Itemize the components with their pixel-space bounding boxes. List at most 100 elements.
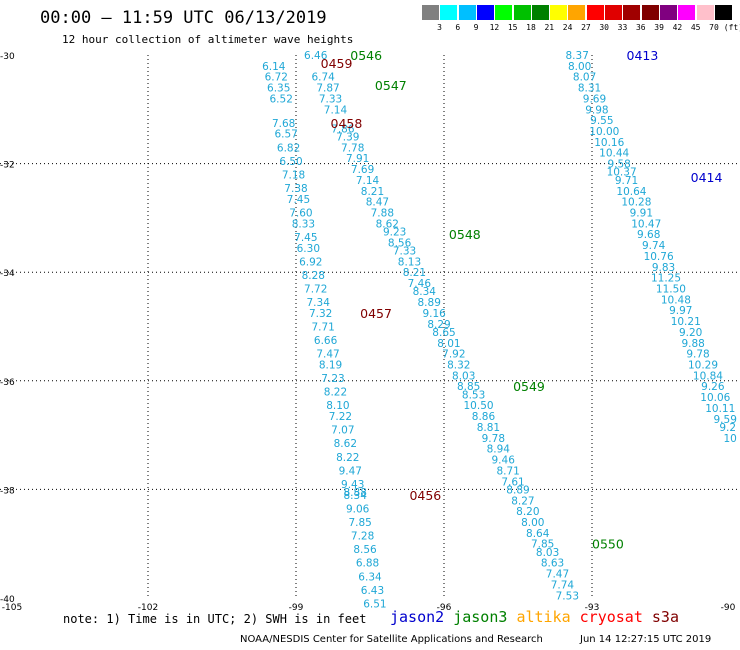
scale-swatch — [586, 5, 604, 20]
track-time-label: 0550 — [592, 537, 624, 552]
wave-height-label: 7.92 — [442, 349, 465, 361]
wave-height-label: 8.22 — [336, 452, 359, 464]
scale-label: 70 — [709, 23, 719, 32]
scale-label: 12 — [489, 23, 500, 32]
wave-height-label: 6.43 — [361, 585, 384, 597]
wave-height-label: 6.51 — [363, 598, 386, 610]
wave-height-label: 9.74 — [642, 240, 666, 252]
wave-height-label: 9.68 — [637, 229, 660, 241]
track-time-label: 0459 — [321, 56, 353, 71]
wave-height-label: 8.20 — [516, 506, 539, 518]
wave-height-label: 10.29 — [688, 360, 718, 372]
scale-swatch — [440, 5, 458, 20]
lon-tick-label: -96 — [437, 603, 452, 613]
track-time-label: 0456 — [409, 488, 441, 503]
wave-height-label: 7.32 — [309, 308, 332, 320]
scale-label: 3 — [437, 23, 442, 32]
track-time-label: 0457 — [360, 306, 392, 321]
wave-height-label: 6.34 — [358, 571, 382, 583]
wave-height-label: 8.85 — [457, 381, 480, 393]
wave-height-label: 6.92 — [299, 256, 322, 268]
scale-swatch — [550, 5, 568, 20]
wave-height-label: 9.97 — [669, 305, 692, 317]
lat-tick-label: -32 — [0, 161, 15, 171]
wave-height-label: 8.00 — [568, 61, 591, 73]
wave-height-label: 7.78 — [341, 142, 364, 154]
wave-height-label: 7.33 — [319, 93, 342, 105]
wave-height-label: 6.50 — [279, 156, 302, 168]
wave-height-label: 6.30 — [297, 243, 320, 255]
wave-height-label: 9.26 — [701, 381, 725, 393]
wave-height-label: 7.85 — [348, 517, 371, 529]
wave-height-label: 10.21 — [671, 316, 701, 328]
wave-height-label: 10.84 — [693, 370, 723, 382]
wave-height-label: 8.10 — [326, 400, 349, 412]
wave-height-label: 8.86 — [472, 411, 496, 423]
wave-height-label: 10.47 — [631, 218, 661, 230]
wave-height-label: 9.23 — [383, 226, 406, 238]
satellite-legend: jason2 jason3 altika cryosat s3a — [390, 608, 679, 626]
footer-credit: NOAA/NESDIS Center for Satellite Applica… — [240, 634, 543, 645]
lat-tick-label: -30 — [0, 52, 15, 62]
scale-label: 42 — [672, 23, 683, 32]
wave-height-label: 7.46 — [408, 278, 432, 290]
wave-height-label: 6.46 — [304, 50, 328, 62]
wave-height-label: 7.71 — [311, 322, 334, 334]
lon-tick-label: -90 — [721, 603, 736, 613]
lon-tick-label: -105 — [2, 603, 22, 613]
wave-height-label: 9.20 — [679, 327, 702, 339]
wave-height-label: 8.63 — [541, 558, 564, 570]
wave-height-label: 8.53 — [462, 389, 485, 401]
wave-height-label: 9.71 — [615, 175, 638, 187]
wave-height-label: 8.37 — [566, 50, 589, 62]
wave-height-label: 7.38 — [284, 183, 307, 195]
wave-height-label: 6.57 — [274, 129, 297, 141]
wave-height-label: 7.39 — [336, 131, 359, 143]
wave-height-label: 8.03 — [536, 547, 559, 559]
wave-height-label: 8.94 — [487, 444, 511, 456]
page-title: 00:00 – 11:59 UTC 06/13/2019 — [40, 8, 327, 28]
lat-tick-label: -36 — [0, 378, 15, 388]
wave-height-label: 7.86 — [331, 123, 355, 135]
wave-height-label: 6.35 — [267, 83, 290, 95]
scale-swatch — [714, 5, 732, 20]
wave-height-label: 7.72 — [304, 283, 327, 295]
wave-height-label: 10.50 — [464, 400, 494, 412]
wave-height-label: 8.89 — [506, 484, 529, 496]
wave-height-label: 7.68 — [272, 118, 295, 130]
wave-height-label: 9.78 — [482, 433, 505, 445]
scale-swatch — [678, 5, 696, 20]
scale-label: 27 — [581, 23, 591, 32]
wave-height-label: 7.23 — [321, 373, 344, 385]
wave-height-label: 8.27 — [511, 495, 534, 507]
lat-tick-label: -38 — [0, 486, 15, 496]
legend-altika: altika — [516, 608, 580, 626]
wave-height-label: 8.34 — [344, 490, 368, 502]
wave-height-label: 7.87 — [316, 83, 339, 95]
wave-height-label: 10.64 — [616, 186, 646, 198]
wave-height-label: 7.33 — [393, 245, 416, 257]
scale-swatch — [513, 5, 531, 20]
wave-height-label: 8.88 — [344, 487, 367, 499]
lat-tick-label: -34 — [0, 269, 15, 279]
wave-height-label: 9.58 — [607, 159, 630, 171]
wave-height-label: 7.22 — [329, 411, 352, 423]
wave-height-label: 7.74 — [551, 579, 575, 591]
wave-height-label: 6.72 — [265, 72, 288, 84]
wave-height-label: 9.06 — [346, 503, 370, 515]
wave-height-label: 7.53 — [556, 590, 579, 602]
wave-height-label: 8.31 — [578, 83, 601, 95]
track-time-label: 0549 — [513, 379, 545, 394]
wave-height-label: 7.07 — [331, 425, 354, 437]
track-time-label: 0413 — [627, 48, 659, 63]
wave-height-label: 8.56 — [388, 237, 412, 249]
wave-height-label: 7.14 — [324, 104, 348, 116]
wave-height-label: 8.47 — [366, 197, 389, 209]
wave-height-label: 8.19 — [319, 360, 342, 372]
wave-height-label: 10.16 — [594, 137, 624, 149]
wave-height-label: 9.98 — [585, 104, 608, 116]
wave-height-label: 7.45 — [294, 232, 317, 244]
scale-swatch — [458, 5, 476, 20]
scale-label: 18 — [526, 23, 536, 32]
wave-height-label: 8.07 — [573, 72, 596, 84]
